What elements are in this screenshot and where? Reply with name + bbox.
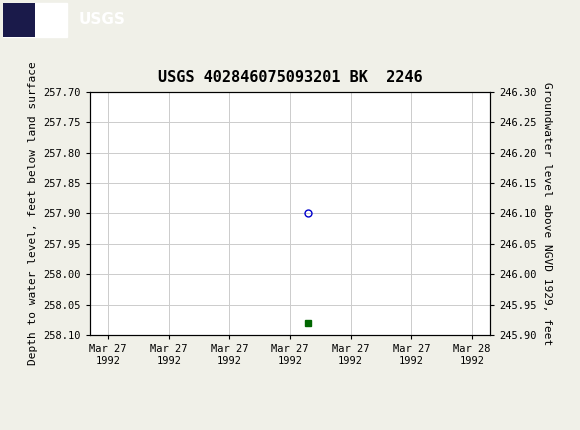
Text: USGS: USGS bbox=[78, 12, 125, 27]
Y-axis label: Depth to water level, feet below land surface: Depth to water level, feet below land su… bbox=[28, 61, 38, 366]
Bar bbox=[3, 3, 35, 37]
Text: USGS 402846075093201 BK  2246: USGS 402846075093201 BK 2246 bbox=[158, 70, 422, 85]
Bar bbox=[3, 3, 67, 37]
Y-axis label: Groundwater level above NGVD 1929, feet: Groundwater level above NGVD 1929, feet bbox=[542, 82, 552, 345]
